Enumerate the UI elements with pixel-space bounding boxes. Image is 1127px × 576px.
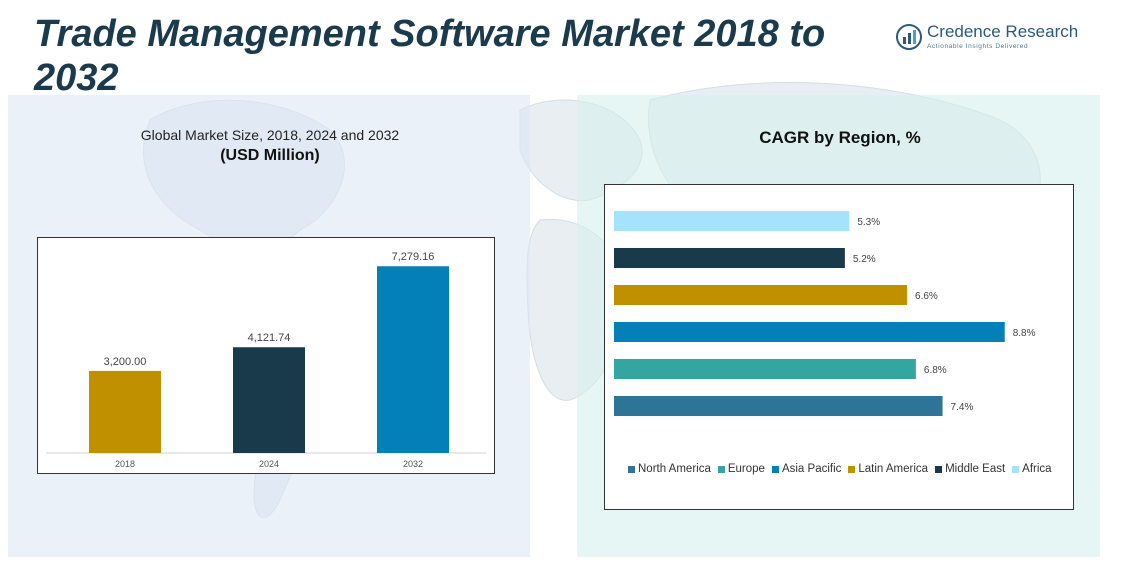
cagr-value-label: 5.3% xyxy=(857,217,880,228)
bar-2024 xyxy=(233,347,305,453)
legend-label: Latin America xyxy=(858,463,929,475)
bar-2018 xyxy=(89,370,161,453)
cagr-bar-africa xyxy=(614,211,850,231)
cagr-chart: 5.3% 5.2% 6.6% 8.8% 6.8% 7.4% xyxy=(604,184,1074,510)
legend-item: Asia Pacific xyxy=(771,461,842,477)
x-tick-label: 2018 xyxy=(115,459,135,469)
legend-swatch xyxy=(1012,465,1020,473)
legend-item: Africa xyxy=(1012,461,1052,477)
legend-swatch xyxy=(628,465,635,473)
cagr-value-label: 7.4% xyxy=(951,402,974,413)
cagr-value-label: 5.2% xyxy=(853,254,876,265)
x-tick-label: 2032 xyxy=(403,459,423,469)
cagr-bar-north-america xyxy=(614,396,943,416)
credence-research-logo: Credence Research Actionable Insights De… xyxy=(896,22,1096,56)
legend-swatch xyxy=(771,465,779,473)
cagr-bar-europe xyxy=(614,359,916,379)
market-size-bar-chart: 3,200.00 2018 4,121.74 2024 7,279.16 2032 xyxy=(46,251,486,469)
market-size-unit: (USD Million) xyxy=(220,147,320,164)
bar-value-label: 3,200.00 xyxy=(104,356,147,368)
legend-item: Middle East xyxy=(935,461,1005,477)
legend-swatch xyxy=(848,465,856,473)
legend-label: Asia Pacific xyxy=(781,463,842,475)
bar-value-label: 4,121.74 xyxy=(248,332,291,344)
legend-item: North America xyxy=(628,461,711,477)
market-size-chart: 3,200.00 2018 4,121.74 2024 7,279.16 2032 xyxy=(37,237,495,474)
logo-chart-icon xyxy=(896,24,922,50)
legend-swatch xyxy=(935,465,943,473)
legend-item: Latin America xyxy=(848,461,928,477)
legend-swatch xyxy=(717,465,725,473)
bar-2032 xyxy=(377,266,449,453)
logo-tagline: Actionable Insights Delivered xyxy=(927,43,1029,50)
legend-label: Middle East xyxy=(945,463,1006,475)
cagr-bar-latin-america xyxy=(614,285,908,305)
logo-name: Credence Research xyxy=(927,22,1079,41)
page-title: Trade Management Software Market 2018 to… xyxy=(34,13,826,99)
cagr-value-label: 6.6% xyxy=(915,291,938,302)
cagr-legend: North America Europe Asia Pacific Latin Ame… xyxy=(628,461,1068,477)
cagr-value-label: 6.8% xyxy=(924,365,947,376)
legend-item: Europe xyxy=(717,461,765,477)
x-tick-label: 2024 xyxy=(259,459,279,469)
cagr-bar-middle-east xyxy=(614,248,845,268)
legend-label: North America xyxy=(638,463,711,475)
bar-value-label: 7,279.16 xyxy=(392,251,435,263)
cagr-value-label: 8.8% xyxy=(1013,328,1036,339)
cagr-chart-title: CAGR by Region, % xyxy=(759,128,921,147)
cagr-bar-asia-pacific xyxy=(614,322,1005,342)
market-size-subtitle: Global Market Size, 2018, 2024 and 2032 xyxy=(140,127,400,143)
legend-label: Europe xyxy=(727,463,765,475)
legend-label: Africa xyxy=(1022,463,1052,475)
cagr-bar-chart: 5.3% 5.2% 6.6% 8.8% 6.8% 7.4% xyxy=(614,211,1036,416)
